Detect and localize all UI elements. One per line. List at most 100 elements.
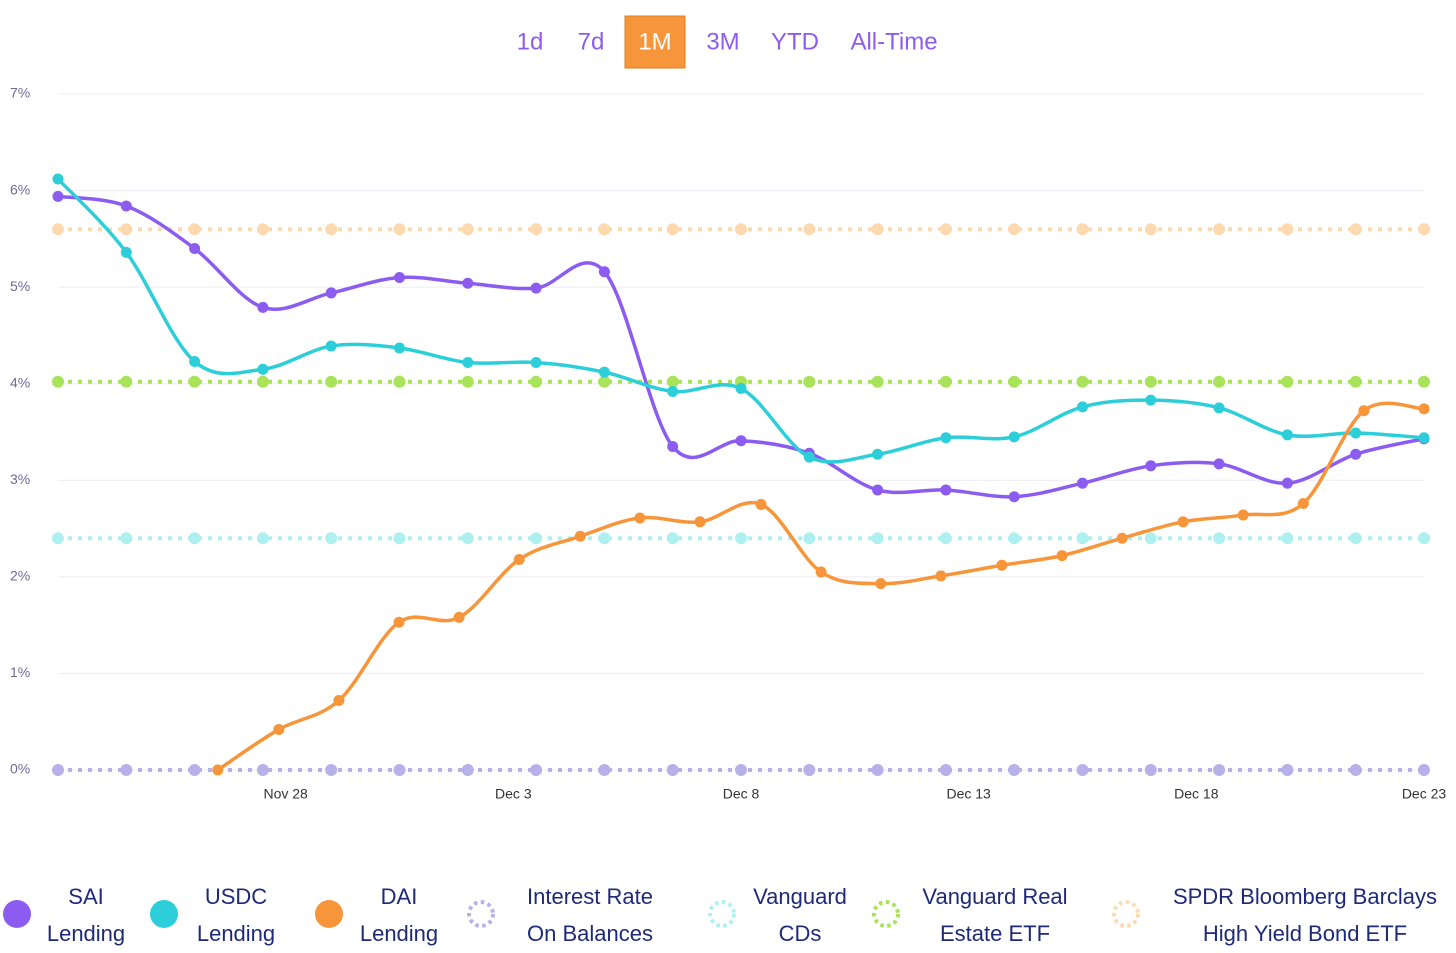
benchmark-point: [803, 764, 816, 776]
benchmark-point: [871, 532, 884, 545]
benchmark-point: [939, 532, 952, 545]
benchmark-point: [1213, 764, 1226, 776]
y-tick-label: 5%: [10, 278, 30, 294]
benchmark-point: [325, 223, 338, 236]
benchmark-point: [939, 375, 952, 388]
benchmark-point: [803, 223, 816, 236]
benchmark-point: [598, 532, 611, 545]
benchmark-point: [52, 764, 64, 776]
benchmark-point: [666, 223, 679, 236]
series-point: [803, 451, 815, 463]
benchmark-point: [52, 532, 64, 545]
x-tick-label: Dec 23: [1402, 786, 1447, 802]
series-point: [667, 440, 679, 452]
benchmark-point: [325, 375, 338, 388]
series-point: [394, 342, 405, 354]
series-point: [634, 512, 646, 524]
x-tick-label: Dec 13: [946, 786, 991, 802]
series-point: [875, 578, 887, 590]
series-point: [189, 243, 201, 255]
legend-icon: [467, 900, 495, 928]
benchmark-point: [1076, 223, 1089, 236]
benchmark-point: [598, 375, 611, 388]
benchmark-point: [120, 764, 133, 776]
x-tick-label: Dec 18: [1174, 786, 1219, 802]
legend-icon: [150, 900, 178, 928]
benchmark-point: [393, 375, 406, 388]
series-point: [1145, 394, 1157, 406]
range-button[interactable]: 1d: [517, 28, 544, 55]
series-point: [940, 432, 952, 444]
series-point: [1350, 448, 1362, 460]
series-point: [1418, 432, 1430, 444]
series-point: [325, 340, 337, 352]
range-button-bg: [624, 15, 686, 69]
benchmark-point: [1144, 532, 1157, 545]
benchmark-point: [1349, 764, 1362, 776]
benchmark-point: [1144, 223, 1157, 236]
benchmark-point: [1349, 375, 1362, 388]
series-point: [530, 356, 542, 368]
series-point: [333, 694, 345, 706]
benchmark-point: [1144, 764, 1157, 776]
series-point: [996, 559, 1008, 571]
benchmark-point: [1213, 375, 1226, 388]
series-point: [735, 435, 747, 447]
y-tick-label: 6%: [10, 181, 30, 197]
range-button[interactable]: 7d: [578, 28, 605, 55]
benchmark-point: [1418, 223, 1430, 236]
legend-label: Vanguard CDs: [753, 884, 847, 946]
series-point: [52, 173, 64, 185]
series-line: [56, 177, 1425, 464]
range-button[interactable]: 1M: [638, 28, 671, 55]
legend-icon: [3, 900, 31, 928]
benchmark-point: [393, 223, 406, 236]
benchmark-point: [188, 223, 201, 236]
range-button[interactable]: All-Time: [850, 28, 937, 55]
series-point: [1056, 550, 1068, 562]
y-tick-label: 0%: [10, 761, 30, 777]
series-point: [273, 723, 285, 735]
benchmark-point: [666, 375, 679, 388]
series-point: [394, 271, 405, 283]
series-point: [1358, 405, 1370, 417]
benchmark-point: [1008, 223, 1021, 236]
range-button[interactable]: 3M: [706, 28, 739, 55]
series-point: [325, 287, 337, 299]
series-point: [393, 616, 405, 628]
benchmark-point: [1281, 223, 1294, 236]
benchmark-point: [1418, 375, 1430, 388]
benchmark-point: [52, 223, 64, 236]
benchmark-point: [939, 764, 952, 776]
series-point: [189, 356, 201, 368]
series-point: [1077, 401, 1088, 413]
benchmark-point: [325, 532, 338, 545]
range-button[interactable]: YTD: [771, 28, 819, 55]
benchmark-point: [1281, 375, 1294, 388]
benchmark-point: [461, 764, 474, 776]
series-point: [462, 277, 474, 289]
benchmark-point: [1213, 223, 1226, 236]
series-point: [1281, 429, 1293, 441]
series-point: [1077, 477, 1088, 489]
legend-icon: [872, 900, 900, 928]
benchmark-point: [1008, 532, 1021, 545]
series-point: [1008, 491, 1020, 503]
benchmark-point: [1076, 764, 1089, 776]
series-point: [598, 266, 610, 278]
benchmark-point: [803, 375, 816, 388]
benchmark-point: [1349, 223, 1362, 236]
benchmark-point: [461, 532, 474, 545]
series-point: [1177, 516, 1189, 528]
series-point: [1145, 460, 1157, 472]
y-tick-label: 2%: [10, 568, 30, 584]
benchmark-point: [939, 223, 952, 236]
series-point: [815, 566, 827, 578]
series-point: [1213, 458, 1225, 470]
series-point: [755, 498, 767, 510]
benchmark-point: [256, 375, 269, 388]
benchmark-point: [1281, 764, 1294, 776]
benchmark-point: [1418, 764, 1430, 776]
benchmark-point: [871, 764, 884, 776]
